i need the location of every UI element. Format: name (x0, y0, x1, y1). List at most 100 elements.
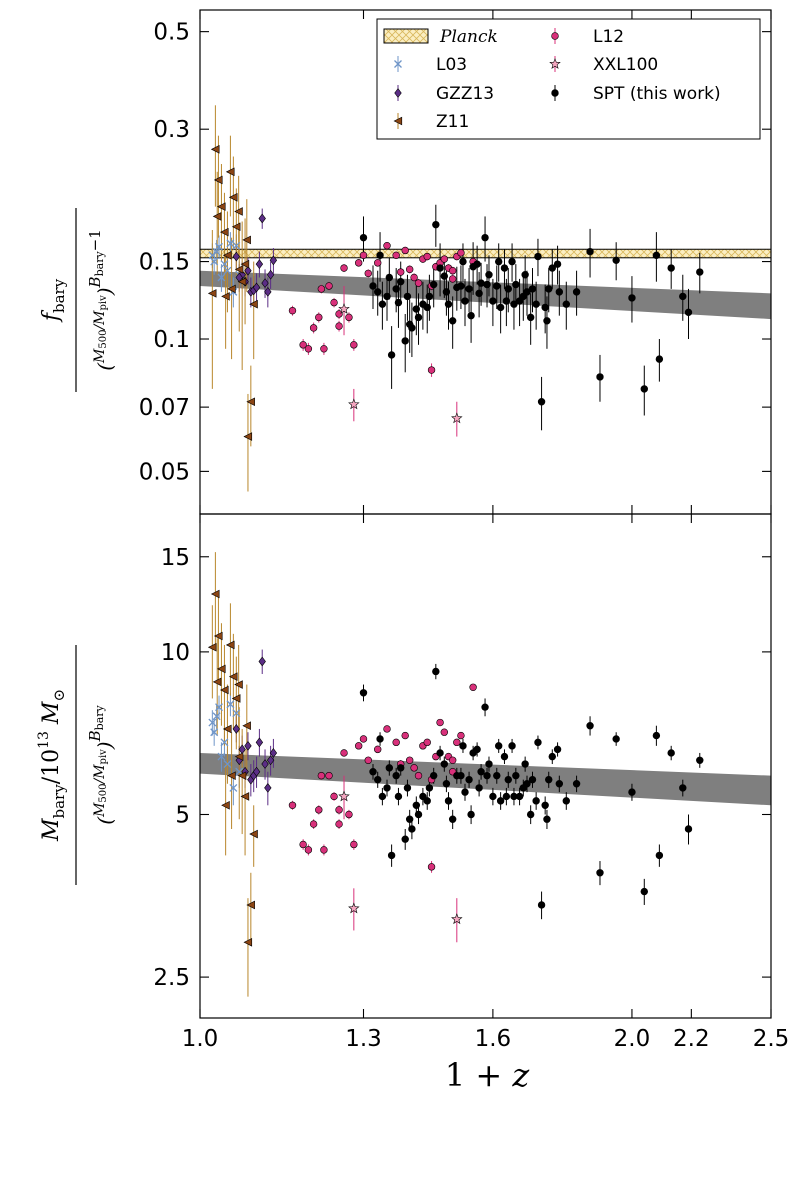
point-xxl100 (348, 398, 360, 410)
point-gzz13 (255, 259, 264, 270)
point-spt (461, 297, 469, 305)
point-spt (440, 272, 449, 280)
point-spt (481, 233, 489, 242)
point-z11 (207, 289, 217, 298)
point-l12 (288, 306, 297, 315)
point-spt (640, 887, 648, 896)
point-spt (429, 280, 438, 289)
point-spt (414, 810, 423, 819)
point-spt (526, 313, 535, 322)
point-spt (385, 273, 394, 282)
point-spt (475, 784, 483, 792)
point-spt (541, 801, 549, 809)
point-spt (548, 264, 556, 272)
point-spt (419, 792, 427, 801)
point-z11 (216, 664, 226, 674)
point-spt (477, 768, 485, 776)
point-spt (436, 264, 444, 272)
point-spt (543, 317, 551, 325)
point-l12 (410, 273, 418, 282)
point-l12 (440, 728, 449, 736)
point-l12 (325, 771, 333, 780)
point-spt (508, 257, 516, 266)
point-l12 (330, 792, 338, 801)
point-spt (528, 775, 537, 784)
point-spt (481, 703, 489, 711)
point-spt (667, 264, 675, 272)
bottom-plot-frame (199, 513, 772, 1019)
bottom-y-axis-label: Mbary/1013 M⊙ (M500/Mpiv)Bbary (36, 645, 117, 885)
point-spt (562, 300, 570, 308)
y-tick-label: 2.5 (153, 965, 190, 991)
point-spt (408, 825, 416, 833)
point-spt (655, 355, 664, 363)
point-l12 (383, 725, 391, 733)
point-l03 (215, 703, 223, 712)
point-spt (387, 851, 396, 860)
point-xxl100 (451, 412, 463, 424)
point-spt (684, 825, 693, 833)
point-spt (369, 282, 377, 290)
point-spt (532, 300, 540, 308)
point-l12 (401, 731, 409, 740)
point-gzz13 (258, 656, 266, 667)
point-gzz13 (238, 744, 246, 755)
point-l12 (320, 345, 328, 353)
point-l12 (335, 820, 343, 828)
point-z11 (216, 202, 226, 211)
point-spt (541, 303, 549, 312)
point-z11 (210, 145, 220, 154)
point-l12 (401, 246, 409, 255)
point-spt (655, 851, 664, 860)
point-l12 (304, 345, 313, 353)
point-spt (489, 792, 497, 801)
point-spt (423, 303, 431, 312)
point-l12 (392, 251, 400, 260)
point-l12 (325, 282, 333, 290)
point-l12 (392, 738, 400, 747)
point-xxl100 (338, 790, 350, 802)
legend-entry-gzz13: GZZ13 (394, 84, 494, 104)
point-spt (679, 292, 687, 301)
point-l12 (320, 846, 328, 854)
point-spt (444, 300, 453, 308)
point-spt (442, 288, 451, 296)
x-tick-label: 2.0 (614, 1026, 651, 1052)
point-l03 (223, 266, 232, 275)
point-spt (512, 771, 520, 780)
point-spt (523, 780, 531, 788)
point-spt (640, 385, 648, 393)
x-tick-label: 1.3 (345, 1026, 382, 1052)
point-spt (359, 689, 368, 697)
point-spt (397, 764, 405, 772)
point-spt (457, 282, 465, 290)
point-spt (483, 771, 491, 780)
y-tick-label: 0.05 (139, 459, 190, 485)
point-spt (369, 768, 377, 776)
legend-label: Planck (439, 27, 498, 47)
point-l12 (359, 735, 368, 743)
point-l03 (220, 260, 229, 269)
point-spt (374, 288, 382, 296)
point-l12 (414, 279, 423, 287)
point-spt (534, 252, 542, 261)
point-l12 (427, 366, 436, 374)
point-spt (444, 797, 453, 805)
point-spt (394, 298, 403, 307)
point-l12 (299, 341, 307, 349)
point-l12 (427, 863, 436, 871)
point-z11 (219, 685, 229, 695)
point-spt (628, 294, 636, 302)
point-z11 (234, 207, 243, 216)
point-spt (537, 901, 546, 909)
point-spt (401, 835, 409, 843)
point-spt (502, 297, 511, 305)
point-spt (652, 251, 661, 260)
point-z11 (221, 292, 230, 301)
point-l12 (436, 718, 444, 727)
legend-label: L03 (436, 55, 467, 75)
legend-marker-z11 (393, 116, 403, 126)
point-spt (483, 280, 491, 289)
svg-text:(M500/Mpiv)Bbary: (M500/Mpiv)Bbary (86, 704, 117, 824)
point-l03 (208, 718, 217, 727)
